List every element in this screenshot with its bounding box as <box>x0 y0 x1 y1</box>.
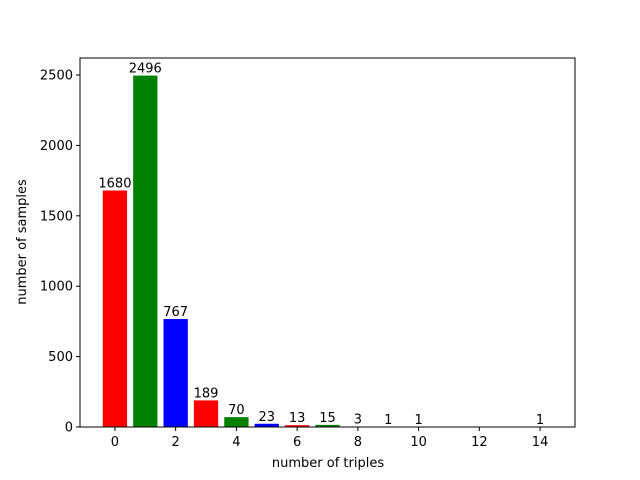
value-label: 1 <box>414 413 422 428</box>
plot-frame <box>79 57 576 428</box>
value-label: 13 <box>289 411 306 426</box>
x-tick-label: 4 <box>232 435 240 450</box>
bar <box>163 319 188 427</box>
value-label: 1 <box>384 413 392 428</box>
x-axis-label: number of triples <box>272 456 384 471</box>
bar <box>284 425 310 427</box>
x-tick-label: 6 <box>293 435 301 450</box>
bar <box>224 417 249 427</box>
bar <box>254 423 279 427</box>
x-tick-label: 0 <box>111 435 119 450</box>
bar <box>193 400 219 427</box>
bar <box>102 190 128 427</box>
x-tick-label: 14 <box>532 435 549 450</box>
x-tick-label: 10 <box>410 435 427 450</box>
value-label: 1 <box>536 413 544 428</box>
value-label: 767 <box>163 305 188 320</box>
value-label: 23 <box>258 410 275 425</box>
y-tick-label: 2000 <box>40 139 73 154</box>
value-label: 3 <box>354 413 362 428</box>
y-tick-label: 1000 <box>40 280 73 295</box>
x-tick-label: 12 <box>471 435 488 450</box>
x-tick-label: 2 <box>172 435 180 450</box>
y-tick-label: 500 <box>48 350 73 365</box>
bar <box>315 424 340 427</box>
y-tick-label: 1500 <box>40 209 73 224</box>
value-label: 2496 <box>129 62 162 77</box>
x-tick-label: 8 <box>354 435 362 450</box>
value-label: 189 <box>194 386 219 401</box>
y-tick-label: 2500 <box>40 69 73 84</box>
value-label: 15 <box>319 411 336 426</box>
bar <box>133 75 158 428</box>
y-tick-label: 0 <box>65 421 73 436</box>
value-label: 1680 <box>98 176 131 191</box>
y-axis-label: number of samples <box>15 179 30 305</box>
value-label: 70 <box>228 403 245 418</box>
